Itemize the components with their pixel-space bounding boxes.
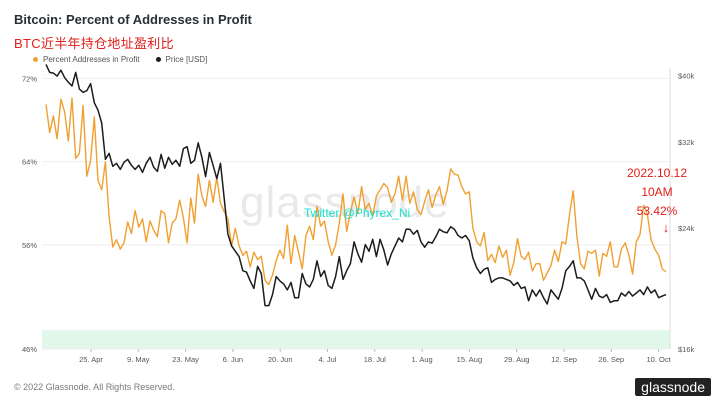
x-tick-label: 23. May	[172, 355, 199, 364]
copyright-footer: © 2022 Glassnode. All Rights Reserved.	[14, 382, 175, 392]
x-tick-label: 1. Aug	[411, 355, 432, 364]
callout-annotation: 2022.10.12 10AM 53.42% ↓	[622, 164, 692, 235]
legend-item-percent[interactable]: Percent Addresses in Profit	[33, 55, 140, 64]
y-right-tick-label: $40k	[678, 71, 695, 80]
series-line-percent	[45, 97, 667, 286]
y-right-tick-label: $32k	[678, 138, 695, 147]
x-tick-label: 12. Sep	[551, 355, 577, 364]
x-tick-label: 29. Aug	[504, 355, 529, 364]
chart-title: Bitcoin: Percent of Addresses in Profit	[14, 12, 252, 27]
profit-band	[42, 330, 670, 349]
x-tick-label: 4. Jul	[319, 355, 337, 364]
legend-item-price[interactable]: Price [USD]	[155, 55, 208, 64]
arrow-down-icon: ↓	[662, 220, 670, 235]
legend: Percent Addresses in Profit Price [USD]	[33, 55, 207, 64]
legend-dot-percent	[33, 57, 38, 62]
x-tick-label: 6. Jun	[223, 355, 243, 364]
y-left-tick-label: 72%	[22, 74, 37, 83]
y-right-tick-label: $24k	[678, 224, 695, 233]
legend-dot-price	[155, 57, 161, 62]
callout-time: 10AM	[641, 185, 673, 199]
x-tick-label: 15. Aug	[457, 355, 482, 364]
x-tick-label: 18. Jul	[364, 355, 386, 364]
callout-value: 53.42%	[636, 204, 678, 218]
y-left-tick-label: 56%	[22, 241, 37, 250]
chart-subtitle: BTC近半年持仓地址盈利比	[14, 36, 174, 51]
x-tick-label: 9. May	[127, 355, 150, 364]
twitter-handle: Twitter @Phyrex_Ni	[304, 206, 411, 220]
x-tick-label: 20. Jun	[268, 355, 293, 364]
y-left-tick-label: 46%	[22, 345, 37, 354]
x-tick-label: 26. Sep	[598, 355, 624, 364]
y-right-tick-label: $16k	[678, 345, 695, 354]
series-line-price	[45, 64, 667, 307]
x-tick-label: 25. Apr	[79, 355, 103, 364]
x-tick-label: 10. Oct	[647, 355, 672, 364]
legend-label-percent: Percent Addresses in Profit	[43, 55, 140, 64]
brand-logo: glassnode	[635, 378, 711, 396]
callout-date: 2022.10.12	[626, 166, 688, 180]
legend-label-price: Price [USD]	[165, 55, 208, 64]
y-left-tick-label: 64%	[22, 158, 37, 167]
